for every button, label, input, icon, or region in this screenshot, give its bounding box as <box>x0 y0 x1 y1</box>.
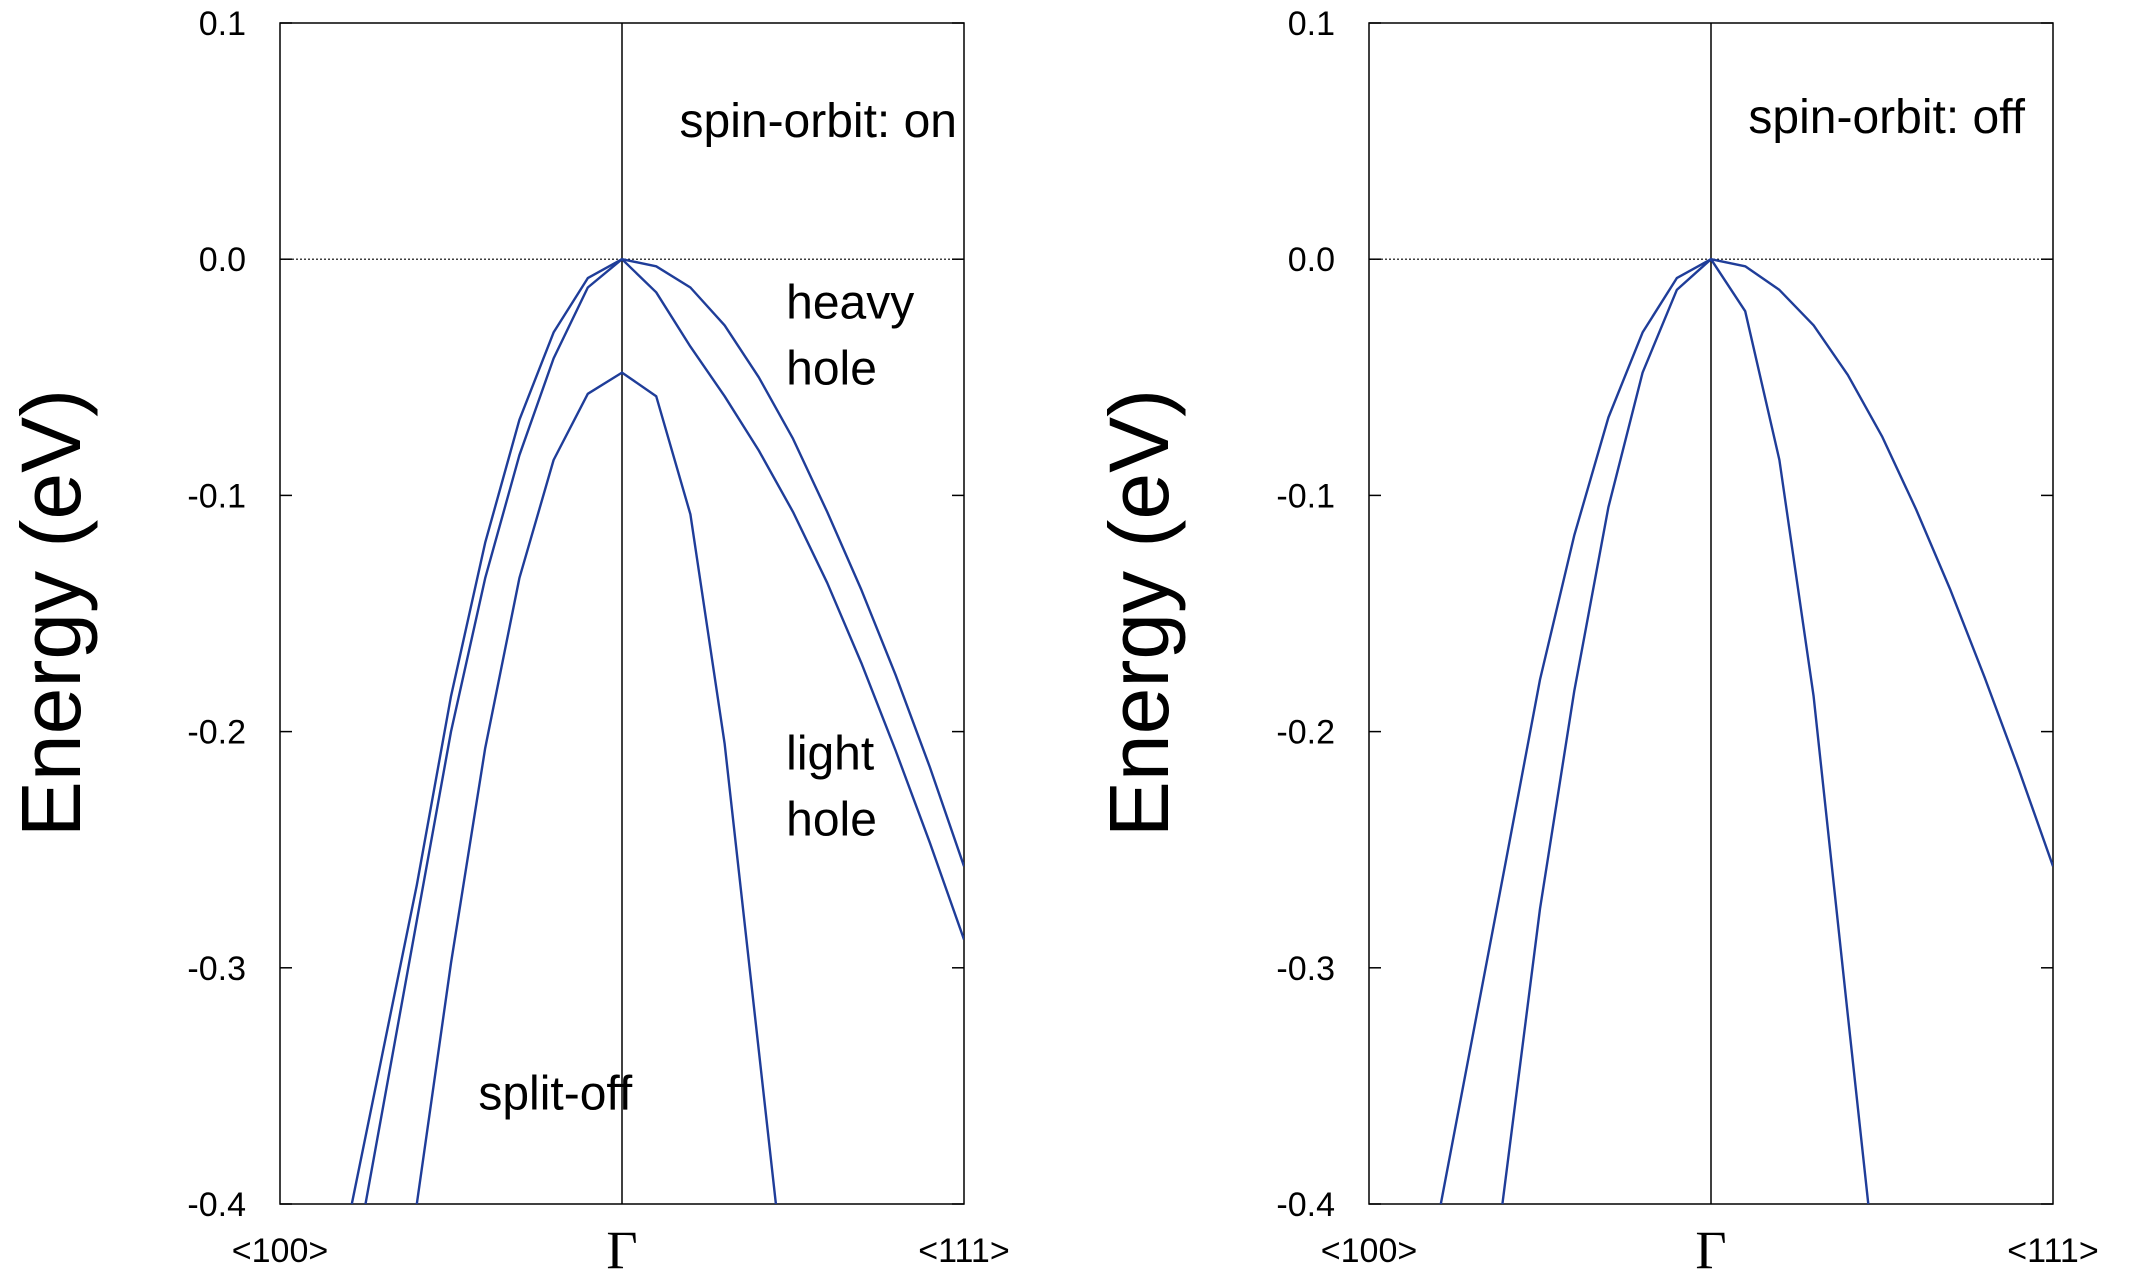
x-tick-label: <100> <box>232 1232 328 1270</box>
band-curve-2 <box>1501 258 1870 1204</box>
band-label: hole <box>786 342 877 395</box>
band-label: heavy <box>786 276 914 329</box>
x-tick-label: <100> <box>1321 1232 1417 1270</box>
y-tick-label: -0.1 <box>1276 477 1335 515</box>
x-tick-label: <111> <box>918 1232 1009 1270</box>
y-tick-label: -0.4 <box>187 1186 246 1224</box>
y-tick-label: -0.1 <box>187 477 246 515</box>
band-curve-1 <box>1439 258 2053 1204</box>
band-label: light <box>786 727 874 780</box>
x-tick-label: Γ <box>1695 1220 1726 1280</box>
spin-orbit-annotation: spin-orbit: on <box>680 95 957 148</box>
y-tick-label: -0.2 <box>187 714 246 752</box>
y-tick-label: 0.0 <box>1288 241 1335 279</box>
band-label: hole <box>786 794 877 847</box>
x-tick-label: <111> <box>2007 1232 2098 1270</box>
chart-panel-1: 0.1 0.0 -0.1 -0.2 -0.3 -0.4 <100> Γ <111> Energy … <box>4 5 1010 1280</box>
y-axis-label: Energy (eV) <box>4 389 98 837</box>
y-axis-label: Energy (eV) <box>1092 389 1186 837</box>
x-tick-label: Γ <box>606 1220 637 1280</box>
spin-orbit-annotation: spin-orbit: off <box>1748 91 2025 144</box>
band-curve-1 <box>350 258 964 1204</box>
y-tick-label: -0.3 <box>1276 950 1335 988</box>
y-tick-label: -0.2 <box>1276 714 1335 752</box>
y-tick-label: -0.4 <box>1276 1186 1335 1224</box>
band-curve-2 <box>364 258 964 1204</box>
band-label: split-off <box>478 1068 633 1121</box>
band-curve-3 <box>415 371 778 1204</box>
y-tick-label: -0.3 <box>187 950 246 988</box>
y-tick-label: 0.1 <box>199 5 246 43</box>
y-tick-label: 0.1 <box>1288 5 1335 43</box>
y-tick-label: 0.0 <box>199 241 246 279</box>
chart-panel-2: 0.1 0.0 -0.1 -0.2 -0.3 -0.4 <100> Γ <111> Energy … <box>1092 5 2099 1280</box>
